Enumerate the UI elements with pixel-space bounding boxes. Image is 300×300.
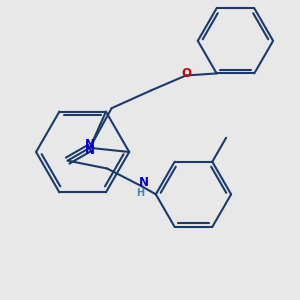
Text: N: N: [139, 176, 149, 189]
Text: O: O: [181, 67, 191, 80]
Text: N: N: [85, 144, 95, 157]
Text: N: N: [85, 138, 95, 151]
Text: H: H: [136, 188, 144, 198]
